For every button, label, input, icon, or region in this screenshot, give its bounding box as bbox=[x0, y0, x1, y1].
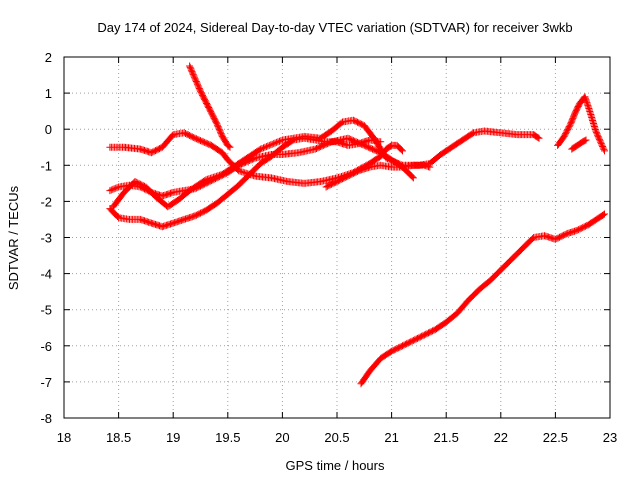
series-arc-f bbox=[186, 62, 234, 151]
y-tick-label: -5 bbox=[40, 303, 52, 318]
series-arc-c bbox=[106, 134, 385, 231]
series-arc-i bbox=[568, 136, 590, 153]
y-axis-label: SDTVAR / TECUs bbox=[6, 185, 21, 290]
y-tick-label: -3 bbox=[40, 231, 52, 246]
x-tick-label: 21.5 bbox=[434, 430, 459, 445]
data-series bbox=[106, 62, 608, 388]
series-markers bbox=[554, 93, 608, 155]
x-tick-label: 19 bbox=[166, 430, 180, 445]
x-tick-label: 23 bbox=[603, 430, 617, 445]
series-markers bbox=[186, 62, 234, 151]
y-tick-label: -6 bbox=[40, 339, 52, 354]
y-tick-label: -4 bbox=[40, 267, 52, 282]
y-tick-label: -7 bbox=[40, 375, 52, 390]
y-tick-label: -8 bbox=[40, 411, 52, 426]
y-tick-label: -2 bbox=[40, 194, 52, 209]
series-arc-g bbox=[357, 210, 608, 388]
x-tick-label: 20.5 bbox=[324, 430, 349, 445]
series-markers bbox=[568, 136, 590, 153]
series-arc-d bbox=[109, 116, 543, 211]
series-markers bbox=[109, 116, 543, 211]
series-arc-h bbox=[554, 93, 608, 155]
x-tick-label: 22 bbox=[494, 430, 508, 445]
series-markers bbox=[357, 210, 608, 388]
y-tick-label: 2 bbox=[45, 50, 52, 65]
y-tick-label: -1 bbox=[40, 158, 52, 173]
axis-ticks: 18 18.5 19 19.5 20 20.5 21 21.5 22 22.5 23210-1-2-… bbox=[40, 50, 617, 445]
x-tick-label: 22.5 bbox=[543, 430, 568, 445]
x-tick-label: 19.5 bbox=[215, 430, 240, 445]
y-tick-label: 1 bbox=[45, 86, 52, 101]
x-tick-label: 20 bbox=[275, 430, 289, 445]
x-tick-label: 21 bbox=[384, 430, 398, 445]
series-markers bbox=[322, 161, 434, 191]
x-axis-label: GPS time / hours bbox=[286, 458, 385, 473]
series-markers bbox=[106, 134, 385, 231]
chart-title: Day 174 of 2024, Sidereal Day-to-day VTE… bbox=[97, 20, 572, 35]
y-tick-label: 0 bbox=[45, 122, 52, 137]
series-arc-e bbox=[322, 161, 434, 191]
x-tick-label: 18.5 bbox=[106, 430, 131, 445]
grid bbox=[64, 57, 610, 418]
x-tick-label: 18 bbox=[57, 430, 71, 445]
